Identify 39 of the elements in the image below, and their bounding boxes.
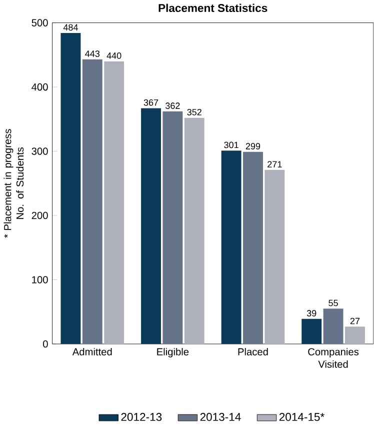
bar	[302, 318, 322, 344]
data-label: 440	[106, 52, 122, 59]
y-axis-title: * Placement in progress No. of Students	[4, 129, 24, 238]
x-tick-label: Eligible	[157, 348, 189, 358]
bar	[162, 111, 183, 344]
bar	[243, 152, 264, 344]
bar	[222, 150, 242, 344]
data-label: 367	[144, 99, 158, 106]
x-tick-label: Admitted	[72, 348, 112, 356]
data-label: 27	[350, 318, 360, 324]
data-label: 55	[328, 300, 338, 306]
data-label: 299	[246, 143, 260, 150]
y-tick-label: 500	[32, 19, 48, 26]
x-tick-label: Companies Visited	[308, 348, 359, 368]
legend-label: 2013-14	[200, 412, 241, 421]
x-tick-label: Placed	[238, 348, 268, 356]
data-label: 443	[85, 50, 100, 57]
y-tick-label: 0	[43, 340, 48, 348]
bar	[345, 326, 366, 344]
bar	[184, 118, 205, 344]
bar	[323, 308, 344, 344]
y-tick-label: 100	[32, 276, 48, 284]
data-label: 484	[64, 24, 78, 31]
data-label: 362	[166, 102, 180, 109]
bar	[60, 33, 81, 344]
bar	[82, 59, 103, 344]
y-tick-label: 200	[32, 212, 48, 220]
bar	[104, 61, 124, 344]
legend-label: 2014-15*	[280, 412, 325, 421]
data-label: 271	[268, 161, 282, 168]
data-label: 352	[187, 108, 202, 116]
bar	[141, 108, 162, 344]
bar	[264, 170, 285, 344]
data-label: 301	[224, 142, 239, 148]
data-label: 39	[307, 310, 316, 316]
legend-label: 2012-13	[121, 412, 162, 421]
y-tick-label: 300	[32, 148, 48, 155]
y-tick-label: 400	[32, 83, 48, 91]
chart-title: Placement Statistics	[158, 4, 268, 12]
